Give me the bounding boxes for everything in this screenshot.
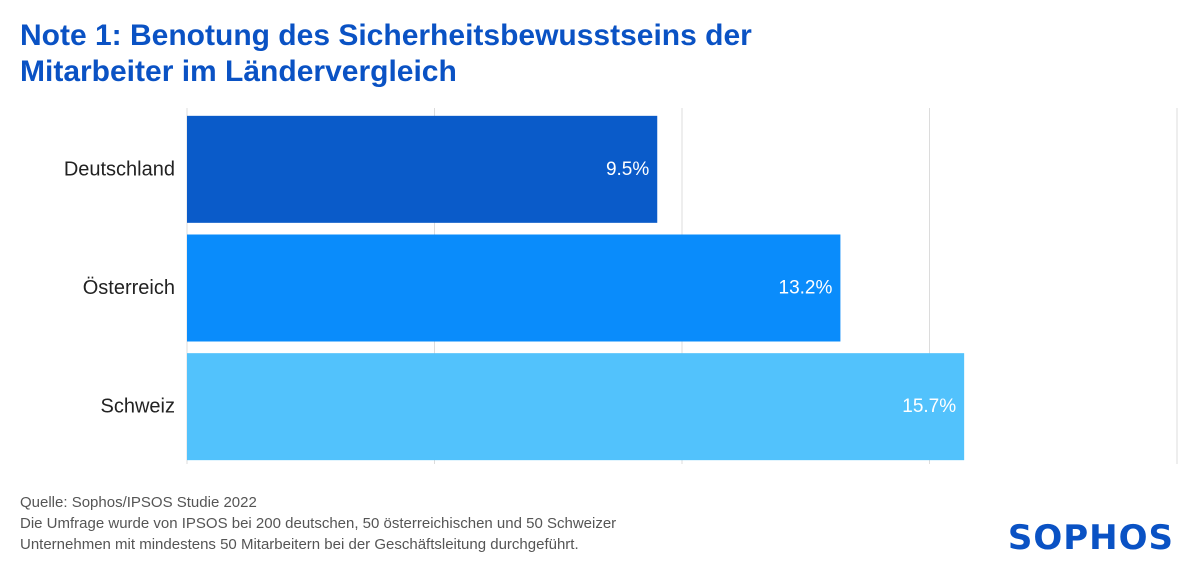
footnote: Quelle: Sophos/IPSOS Studie 2022 Die Umf… [20, 492, 920, 555]
chart-title-line-2: Mitarbeiter im Ländervergleich [20, 55, 457, 88]
chart-title-line-1: Note 1: Benotung des Sicherheitsbewussts… [20, 19, 752, 52]
bar-1 [187, 115, 658, 223]
data-label: 9.5% [606, 159, 649, 180]
footnote-source: Quelle: Sophos/IPSOS Studie 2022 [20, 494, 257, 511]
labels: Deutschland 9.5% Österreich 13.2% Schweiz 15.… [64, 158, 956, 417]
footnote-line-3: Unternehmen mit mindestens 50 Mitarbeite… [20, 536, 579, 553]
sophos-logo: SOPHOS [1007, 518, 1174, 558]
bars [187, 115, 965, 461]
data-label: 13.2% [779, 278, 833, 299]
bar-3 [187, 353, 965, 461]
bar-2 [187, 234, 841, 342]
category-label: Schweiz [101, 396, 175, 418]
footnote-line-2: Die Umfrage wurde von IPSOS bei 200 deut… [20, 515, 617, 532]
chart-title: Note 1: Benotung des Sicherheitsbewussts… [20, 18, 920, 90]
data-label: 15.7% [902, 396, 956, 417]
category-label: Deutschland [64, 158, 175, 180]
category-label: Österreich [83, 277, 175, 299]
